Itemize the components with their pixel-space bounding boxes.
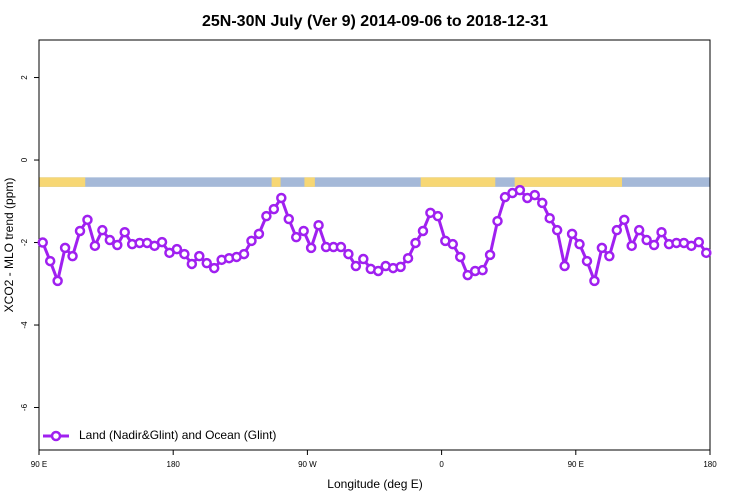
data-point (484, 249, 496, 261)
land-band (420, 177, 496, 187)
data-point (402, 252, 414, 264)
data-point (74, 225, 86, 237)
x-tick-label: 180 (703, 460, 717, 469)
data-point (529, 189, 541, 201)
data-point (276, 192, 287, 204)
x-tick-label: 180 (167, 460, 181, 469)
data-point (283, 213, 295, 225)
x-axis-label: Longitude (deg E) (327, 477, 422, 491)
data-point (253, 228, 265, 240)
data-point (52, 275, 63, 287)
land-band (271, 177, 281, 187)
y-tick-label: 2 (20, 75, 29, 80)
data-point (656, 226, 667, 238)
y-tick-label: -4 (20, 321, 29, 329)
data-point (171, 243, 183, 255)
legend-label: Land (Nadir&Glint) and Ocean (Glint) (79, 428, 276, 442)
data-point (514, 184, 526, 196)
legend-marker (50, 430, 62, 442)
data-point (119, 226, 130, 238)
data-point (298, 225, 309, 237)
data-point (186, 258, 198, 270)
data-point (305, 242, 317, 254)
data-point (89, 240, 101, 252)
data-point (499, 191, 511, 203)
land-band (39, 177, 86, 187)
data-point (559, 260, 570, 272)
data-point (492, 215, 503, 227)
data-point (611, 224, 623, 236)
data-point (59, 242, 71, 254)
x-tick-label: 90 E (568, 460, 584, 469)
data-point (104, 234, 116, 246)
data-point (208, 262, 220, 274)
data-point (551, 224, 563, 236)
data-point (358, 253, 369, 265)
x-tick-label: 0 (439, 460, 444, 469)
data-point (648, 239, 660, 251)
chart-title: 25N-30N July (Ver 9) 2014-09-06 to 2018-… (202, 13, 548, 30)
data-point (112, 239, 123, 251)
data-point (82, 214, 93, 226)
data-point (596, 242, 608, 254)
data-point (574, 238, 585, 250)
y-tick-label: 0 (20, 157, 29, 162)
data-point (335, 241, 347, 253)
data-point (395, 261, 406, 273)
data-point (290, 231, 302, 243)
data-point (566, 228, 578, 240)
data-point (194, 250, 205, 262)
data-point (477, 264, 488, 276)
x-tick-label: 90 E (31, 460, 47, 469)
data-point (619, 214, 630, 226)
y-axis-label: XCO2 - MLO trend (ppm) (2, 178, 16, 313)
land-band (514, 177, 623, 187)
data-point (581, 255, 593, 267)
data-point (179, 248, 190, 260)
data-point (313, 219, 324, 231)
data-point (633, 224, 645, 236)
data-point (268, 203, 280, 215)
data-point (604, 250, 615, 262)
data-point (246, 235, 257, 247)
data-point (589, 275, 600, 287)
data-point (343, 248, 354, 260)
data-point (701, 247, 712, 259)
data-point (447, 238, 459, 250)
ocean-band (39, 177, 710, 187)
data-point (372, 265, 384, 277)
data-point (544, 212, 555, 224)
data-point (410, 237, 421, 249)
y-tick-label: -2 (20, 238, 29, 246)
data-point (156, 236, 168, 248)
land-band (304, 177, 315, 187)
data-point (462, 269, 473, 281)
data-point (693, 236, 705, 248)
data-point (626, 240, 637, 252)
data-point (201, 257, 212, 269)
data-point (350, 260, 362, 272)
data-point (417, 225, 429, 237)
data-point (641, 234, 652, 246)
data-point (261, 210, 272, 222)
data-point (432, 210, 444, 222)
data-point (37, 237, 48, 248)
data-point (454, 251, 466, 263)
y-tick-label: -6 (20, 403, 29, 411)
data-point (44, 255, 56, 267)
data-point (537, 197, 548, 209)
data-point (238, 248, 250, 260)
data-point (67, 250, 78, 262)
data-point (97, 224, 108, 236)
x-tick-label: 90 W (298, 460, 317, 469)
